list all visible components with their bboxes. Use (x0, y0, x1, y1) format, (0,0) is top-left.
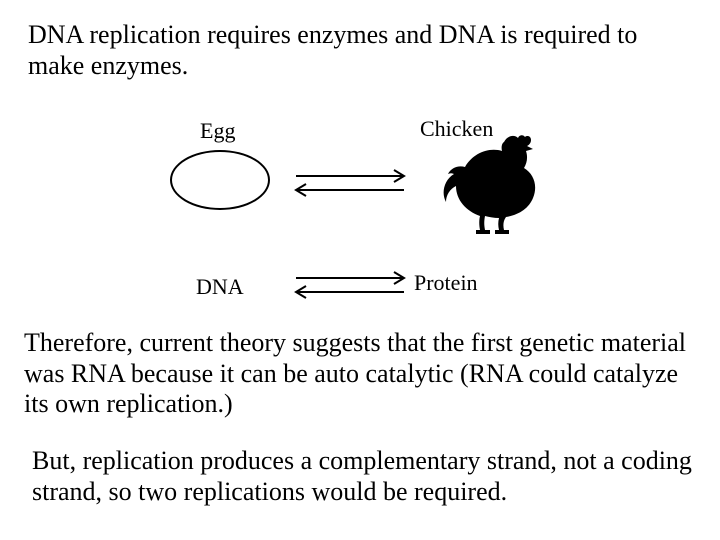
chicken-icon (430, 134, 540, 234)
egg-chicken-dna-protein-diagram: Egg Chicken DNA Protein (150, 110, 570, 310)
equilibrium-arrows-top (290, 166, 410, 200)
equilibrium-arrows-bottom (290, 268, 410, 302)
egg-icon (170, 150, 270, 210)
slide: DNA replication requires enzymes and DNA… (0, 0, 720, 540)
intro-paragraph: DNA replication requires enzymes and DNA… (28, 20, 688, 81)
label-protein: Protein (414, 270, 478, 296)
label-dna: DNA (196, 274, 244, 300)
replication-note-paragraph: But, replication produces a complementar… (32, 446, 692, 507)
label-egg: Egg (200, 118, 235, 144)
rna-theory-paragraph: Therefore, current theory suggests that … (24, 328, 694, 420)
